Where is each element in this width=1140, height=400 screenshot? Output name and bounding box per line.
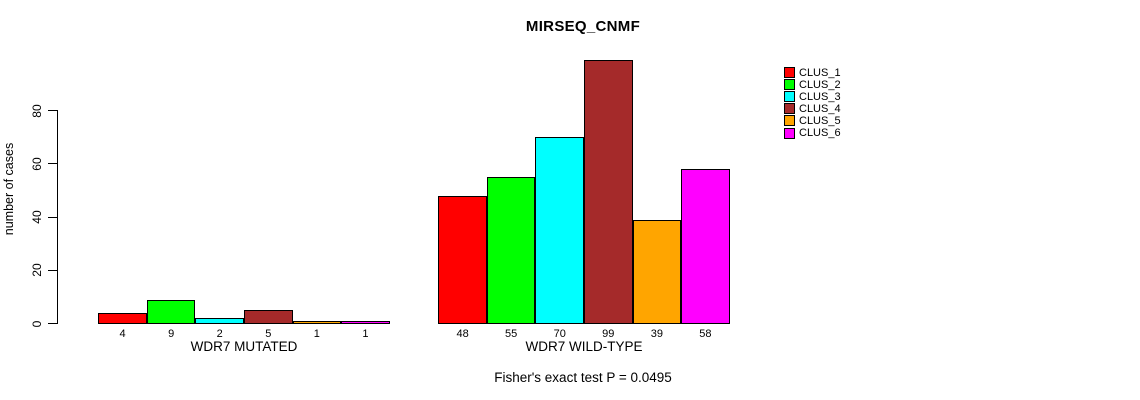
group-label: WDR7 WILD-TYPE <box>525 338 643 354</box>
bar <box>584 59 633 324</box>
y-tick <box>48 163 57 165</box>
group-label: WDR7 MUTATED <box>190 338 298 354</box>
y-tick <box>48 269 57 271</box>
bar <box>146 299 196 324</box>
legend-swatch <box>784 115 795 127</box>
bar <box>195 318 244 324</box>
bar <box>438 195 487 324</box>
y-tick <box>48 110 57 111</box>
bar-value-label: 1 <box>362 327 369 340</box>
bar <box>632 219 682 324</box>
bar-value-label: 58 <box>699 327 712 340</box>
legend-item-label: CLUS_3 <box>799 90 841 103</box>
bar-value-label: 70 <box>553 327 566 340</box>
legend-swatch <box>784 91 795 103</box>
bar-value-label: 1 <box>313 327 320 340</box>
legend-swatch <box>784 103 795 115</box>
legend-swatch <box>784 79 795 91</box>
bar <box>244 310 293 324</box>
bar-value-label: 5 <box>265 327 272 340</box>
fisher-test-annotation: Fisher's exact test P = 0.0495 <box>494 370 672 385</box>
legend-swatch <box>784 127 795 139</box>
y-tick <box>48 323 57 324</box>
legend-swatch <box>784 67 795 78</box>
bar <box>98 312 147 324</box>
bar-value-label: 48 <box>456 327 469 340</box>
bar <box>341 320 390 324</box>
bar-value-label: 99 <box>602 327 615 340</box>
legend-item-label: CLUS_2 <box>799 78 841 91</box>
legend-item-label: CLUS_1 <box>799 66 841 79</box>
y-tick <box>48 216 57 218</box>
legend-item-label: CLUS_6 <box>799 127 841 139</box>
chart-title: MIRSEQ_CNMF <box>525 18 641 35</box>
legend-item-label: CLUS_5 <box>799 114 841 127</box>
bar <box>292 320 342 324</box>
bar <box>486 177 536 324</box>
legend-item-label: CLUS_4 <box>799 102 841 115</box>
bar-value-label: 39 <box>650 327 663 340</box>
bar <box>681 169 730 324</box>
bar-value-label: 9 <box>168 327 175 340</box>
y-axis-line <box>57 110 58 324</box>
bar-value-label: 2 <box>216 327 223 340</box>
bar-value-label: 55 <box>505 327 518 340</box>
bar <box>535 137 584 324</box>
bar-value-label: 4 <box>119 327 126 340</box>
